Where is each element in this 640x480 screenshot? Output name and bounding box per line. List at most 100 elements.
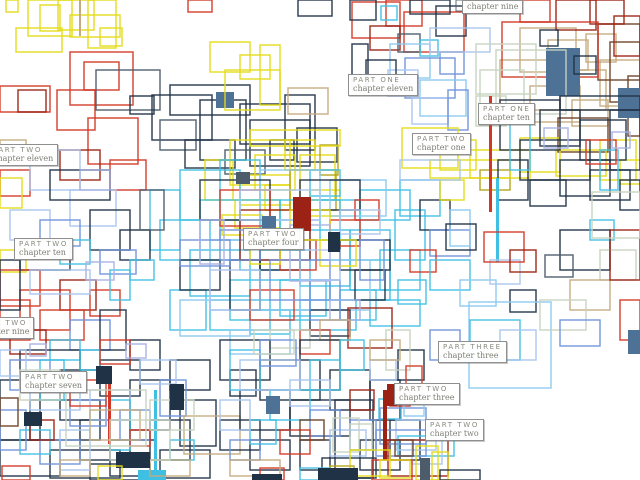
- art-rect: [96, 366, 112, 384]
- art-rect: [253, 329, 295, 355]
- art-rect: [0, 169, 31, 197]
- art-rect: [169, 359, 211, 391]
- art-rect: [29, 269, 91, 295]
- art-rect: [259, 339, 297, 367]
- chapter-label[interactable]: PART THREE chapter three: [438, 341, 507, 363]
- chapter-label[interactable]: PART TWO chapter three: [394, 383, 460, 405]
- art-rect: [383, 390, 387, 460]
- art-rect: [609, 229, 640, 281]
- art-rect: [99, 27, 123, 47]
- art-rect: [85, 261, 115, 281]
- art-rect: [555, 149, 607, 177]
- art-rect: [411, 97, 449, 125]
- art-rect: [199, 99, 247, 161]
- art-rect: [447, 89, 469, 131]
- chapter-name: chapter seven: [25, 381, 83, 390]
- art-rect: [589, 0, 625, 25]
- art-rect: [539, 29, 559, 47]
- art-rect: [483, 231, 525, 263]
- part-label: PART TWO: [417, 135, 466, 143]
- art-rect: [29, 343, 47, 357]
- art-rect: [429, 259, 471, 291]
- art-rect: [328, 232, 340, 252]
- art-rect: [187, 0, 213, 13]
- art-rect: [129, 95, 155, 115]
- art-rect: [297, 0, 333, 17]
- art-rect: [585, 33, 617, 63]
- art-rect: [591, 191, 640, 239]
- art-rect: [15, 27, 63, 53]
- art-rect: [597, 23, 640, 81]
- art-rect: [318, 468, 358, 480]
- art-rect: [299, 229, 351, 287]
- art-rect: [169, 84, 251, 116]
- art-rect: [496, 178, 499, 262]
- art-rect: [79, 0, 81, 36]
- art-rect: [0, 349, 27, 377]
- art-rect: [397, 349, 425, 381]
- art-rect: [0, 259, 21, 311]
- art-rect: [349, 389, 375, 411]
- art-rect: [399, 159, 461, 181]
- art-rect: [359, 239, 385, 281]
- chapter-label[interactable]: PART TWO chapter one: [412, 133, 471, 155]
- art-rect: [229, 259, 261, 311]
- chapter-label[interactable]: PART TWO chapter ten: [14, 238, 73, 260]
- part-label: PART TWO: [19, 240, 68, 248]
- chapter-name: chapter three: [443, 351, 499, 360]
- part-label: PART TWO: [248, 230, 297, 238]
- art-rect: [349, 423, 373, 451]
- chapter-label[interactable]: PART TWO chapter seven: [20, 371, 88, 393]
- art-rect: [69, 379, 107, 407]
- art-rect: [299, 249, 341, 281]
- art-rect: [219, 419, 261, 451]
- art-rect: [119, 229, 151, 261]
- art-rect: [489, 96, 492, 212]
- art-rect: [19, 429, 51, 455]
- art-rect: [559, 159, 611, 197]
- art-rect: [138, 470, 166, 480]
- art-rect: [24, 412, 42, 426]
- art-rect: [299, 439, 331, 471]
- art-rect: [1, 465, 31, 480]
- art-rect: [139, 359, 177, 385]
- art-rect: [559, 319, 601, 347]
- art-rect: [229, 369, 257, 397]
- art-rect: [293, 197, 311, 231]
- art-rect: [249, 119, 311, 167]
- art-rect: [349, 449, 391, 477]
- art-rect: [139, 189, 165, 231]
- chapter-name: chapter eleven: [353, 84, 414, 93]
- art-rect: [459, 279, 497, 307]
- chapter-label[interactable]: PART TWO chapter two: [425, 419, 484, 441]
- art-rect: [39, 4, 61, 32]
- art-rect: [309, 169, 341, 197]
- art-rect: [199, 219, 225, 265]
- chapter-label[interactable]: PART ONE chapter ten: [478, 103, 536, 125]
- art-rect: [339, 339, 365, 371]
- art-rect: [249, 439, 291, 471]
- art-rect: [239, 359, 301, 391]
- chapter-label[interactable]: PART ONE chapter eleven: [348, 74, 419, 96]
- art-rect: [170, 384, 184, 410]
- chapter-name: chapter ten: [19, 248, 66, 257]
- chapter-label[interactable]: PART TWO chapter four: [243, 228, 304, 250]
- art-rect: [409, 249, 437, 273]
- art-rect: [439, 51, 465, 75]
- art-rect: [379, 459, 411, 479]
- chapter-name: chapter one: [417, 143, 466, 152]
- art-rect: [97, 465, 123, 480]
- art-rect: [369, 339, 401, 361]
- art-rect: [479, 169, 511, 191]
- art-rect: [108, 380, 111, 444]
- art-rect: [56, 89, 96, 131]
- art-rect: [239, 189, 321, 221]
- art-rect: [569, 279, 611, 311]
- art-rect: [387, 384, 397, 406]
- art-rect: [435, 5, 467, 37]
- art-rect: [585, 139, 617, 165]
- chapter-label[interactable]: chapter nine: [462, 0, 524, 14]
